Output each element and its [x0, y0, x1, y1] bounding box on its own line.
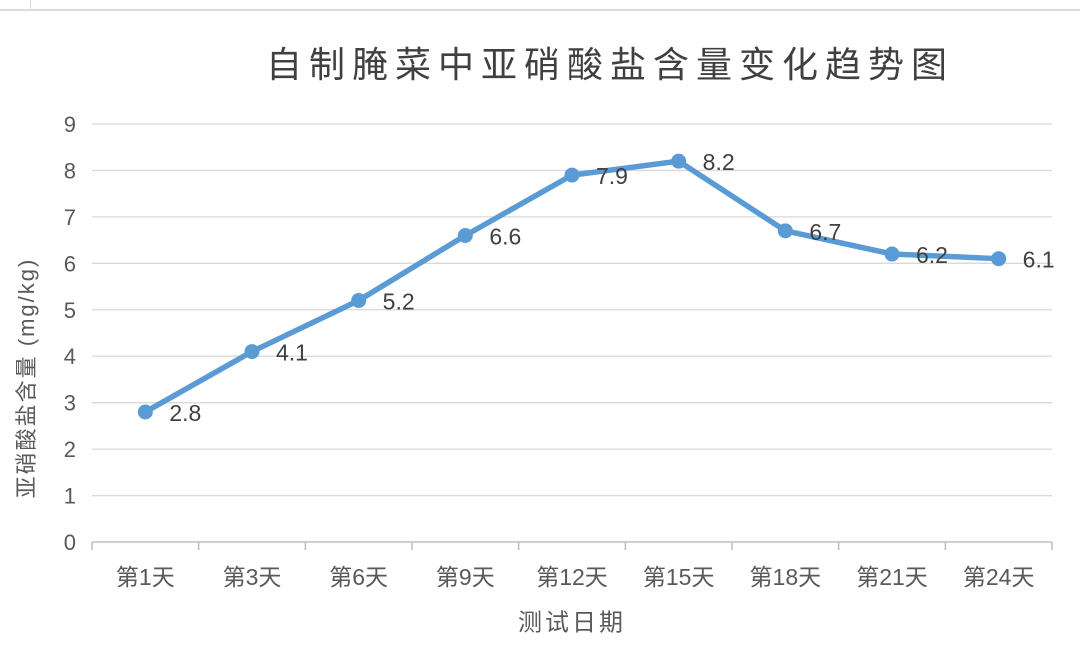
data-point-marker: [351, 292, 367, 308]
data-point-marker: [777, 223, 793, 239]
chart-title: 自制腌菜中亚硝酸盐含量变化趋势图: [265, 44, 955, 85]
y-tick-label: 7: [64, 205, 76, 230]
data-point-label: 6.7: [809, 219, 841, 245]
data-point-label: 8.2: [703, 149, 735, 175]
y-tick-label: 2: [64, 437, 76, 462]
x-tick-label: 第3天: [223, 564, 282, 590]
data-point-marker: [884, 246, 900, 262]
data-point-marker: [671, 153, 687, 169]
y-tick-label: 6: [64, 251, 76, 276]
x-tick-label: 第15天: [643, 564, 715, 590]
data-point-marker: [457, 227, 473, 243]
x-tick-label: 第18天: [750, 564, 822, 590]
data-point-label: 6.6: [489, 223, 521, 249]
data-point-label: 5.2: [383, 288, 415, 314]
series-line: [142, 158, 1002, 415]
y-tick-label: 8: [64, 158, 76, 183]
y-tick-label: 0: [64, 530, 76, 555]
data-point-label: 7.9: [596, 163, 628, 189]
data-point-marker: [564, 167, 580, 183]
y-tick-label: 1: [64, 484, 76, 509]
data-point-marker: [991, 251, 1007, 267]
data-point-label: 6.2: [916, 242, 948, 268]
spreadsheet-column-gridline: [30, 0, 31, 10]
x-tick-label: 第9天: [436, 564, 495, 590]
data-point-label: 4.1: [276, 340, 308, 366]
x-axis-title: 测试日期: [518, 609, 626, 637]
x-tick-label: 第24天: [963, 564, 1035, 590]
y-tick-label: 9: [64, 112, 76, 137]
x-tick-label: 第21天: [856, 564, 928, 590]
x-tick-label: 第1天: [116, 564, 175, 590]
y-tick-label: 4: [64, 344, 76, 369]
x-tick-label: 第6天: [329, 564, 388, 590]
data-point-marker: [137, 404, 153, 420]
data-point-marker: [244, 344, 260, 360]
y-tick-label: 5: [64, 298, 76, 323]
y-tick-label: 3: [64, 391, 76, 416]
data-point-label: 6.1: [1023, 247, 1055, 273]
x-tick-label: 第12天: [536, 564, 608, 590]
spreadsheet-row-gridline: [0, 9, 1080, 11]
data-point-label: 2.8: [169, 400, 201, 426]
